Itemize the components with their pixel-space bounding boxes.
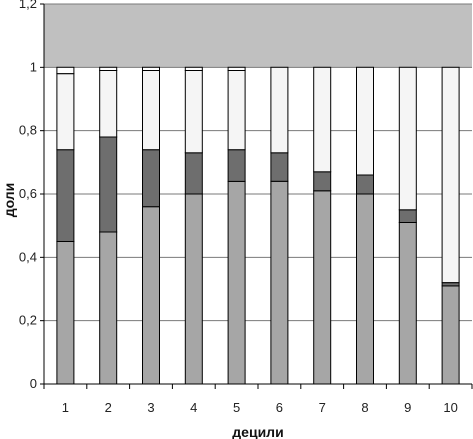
y-axis-title: доли <box>1 183 17 218</box>
x-tick-label: 10 <box>443 400 457 415</box>
x-tick-labels: 1 2 3 4 5 6 7 8 9 10 <box>62 400 458 415</box>
x-axis-title: децили <box>232 424 283 439</box>
y-tick-label: 0,4 <box>19 249 37 264</box>
bar-segment-1 <box>270 180 289 385</box>
x-tick-label: 6 <box>276 400 283 415</box>
bar-segment-4 <box>99 66 118 72</box>
bar-segment-3 <box>227 70 246 151</box>
bar-segment-3 <box>356 66 374 176</box>
y-tick-label: 0,2 <box>19 313 37 328</box>
bar-segment-3 <box>184 70 203 154</box>
bar-segment-3 <box>270 66 289 154</box>
bar-segment-2 <box>313 171 332 192</box>
x-tick-label: 7 <box>319 400 326 415</box>
x-tick-label: 3 <box>147 400 154 415</box>
x-tick-label: 1 <box>62 400 69 415</box>
y-tick-label: 1 <box>30 59 37 74</box>
axes <box>40 3 473 389</box>
x-tick-label: 9 <box>404 400 411 415</box>
bar-segment-3 <box>99 70 118 138</box>
bar-segment-4 <box>184 66 203 72</box>
bar-segment-3 <box>56 73 75 151</box>
y-tick-label: 0,8 <box>19 123 37 138</box>
x-tick-label: 4 <box>190 400 197 415</box>
bar-segment-1 <box>56 241 75 385</box>
bar-segment-2 <box>56 149 75 242</box>
bar-segment-2 <box>99 136 118 233</box>
bar-segment-4 <box>56 66 75 75</box>
x-tick-label: 2 <box>105 400 112 415</box>
bar-segment-1 <box>441 285 460 385</box>
bar-segment-1 <box>227 180 246 385</box>
y-tick-label: 1,2 <box>19 0 37 11</box>
bar-segment-3 <box>313 66 332 173</box>
y-tick-labels: 0 0,2 0,4 0,6 0,8 1 1,2 <box>19 0 37 391</box>
bar-segment-3 <box>441 66 460 284</box>
x-tick-label: 5 <box>233 400 240 415</box>
bar-segment-2 <box>398 209 417 224</box>
bar-segment-1 <box>313 190 332 385</box>
bar-segment-1 <box>356 193 374 385</box>
bar-segment-1 <box>398 222 417 385</box>
bar-segment-2 <box>227 149 246 182</box>
bar-segment-1 <box>142 206 160 385</box>
plot-area <box>44 4 472 68</box>
bar-segment-2 <box>142 149 160 208</box>
y-tick-label: 0 <box>30 376 37 391</box>
bar-segment-1 <box>184 193 203 385</box>
bars-layer <box>56 66 460 385</box>
bar-segment-2 <box>184 152 203 195</box>
bar-segment-1 <box>99 231 118 385</box>
bar-segment-3 <box>142 70 160 151</box>
bar-segment-4 <box>142 66 160 72</box>
bar-segment-2 <box>441 282 460 287</box>
y-tick-label: 0,6 <box>19 186 37 201</box>
x-tick-label: 8 <box>361 400 368 415</box>
bar-segment-3 <box>398 66 417 211</box>
bar-segment-2 <box>270 152 289 182</box>
bar-segment-4 <box>227 66 246 72</box>
bar-segment-2 <box>356 174 374 195</box>
